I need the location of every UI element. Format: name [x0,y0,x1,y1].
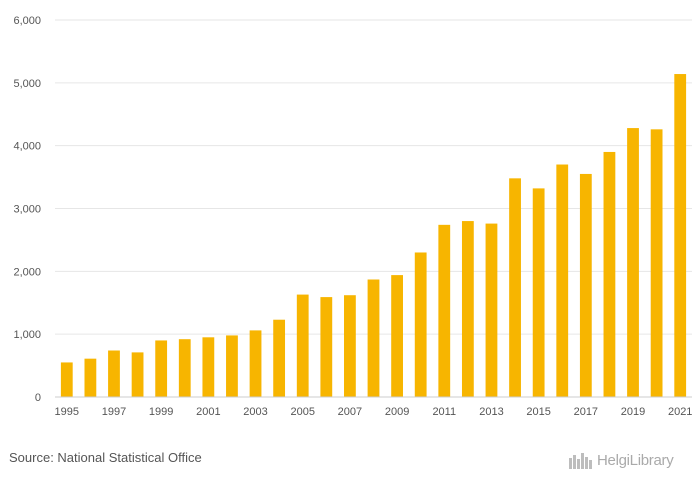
bar-2009 [391,275,403,397]
bar-2016 [556,164,569,397]
x-tick-label: 2001 [196,406,220,418]
x-tick-label: 2019 [621,406,645,418]
x-axis-ticks: 1995 1997 1999 2001 2003 2005 2007 2009 2011 2013… [55,406,693,418]
bar-2007 [344,295,356,397]
x-tick-label: 1999 [149,406,173,418]
y-tick-label: 4,000 [13,141,41,153]
helgi-library-logo: HelgiLibrary [568,449,674,471]
bar-1995 [60,362,73,397]
x-tick-label: 2013 [479,406,503,418]
x-tick-label: 2015 [526,406,550,418]
bar-2012 [461,221,474,397]
x-tick-label: 2017 [574,406,598,418]
x-tick-label: 2003 [243,406,267,418]
y-tick-label: 3,000 [13,204,41,216]
x-tick-label: 2007 [338,406,362,418]
bar-2020 [650,129,663,397]
bar-2018 [603,151,616,397]
bars [60,74,687,397]
bar-1997 [108,350,120,397]
bar-2001 [202,337,215,397]
y-axis-ticks: 0 1,000 2,000 3,000 4,000 5,000 6,000 [13,15,41,404]
bar-2019 [627,128,639,397]
x-tick-label: 1995 [55,406,79,418]
y-tick-label: 0 [35,392,41,404]
y-tick-label: 6,000 [13,15,41,27]
bar-1996 [84,358,97,397]
y-tick-label: 1,000 [13,329,41,341]
source-note: Source: National Statistical Office [9,450,202,465]
bar-1998 [131,352,144,397]
x-tick-label: 2009 [385,406,409,418]
x-tick-label: 1997 [102,406,126,418]
bar-2000 [178,339,191,397]
bar-1999 [155,340,168,397]
bar-2017 [579,173,592,397]
bar-2002 [226,335,238,397]
x-tick-label: 2011 [432,406,456,418]
bar-2005 [296,294,309,397]
bar-2003 [249,330,262,397]
bar-2011 [438,224,451,397]
x-tick-label: 2021 [668,406,692,418]
bar-2015 [532,188,545,397]
bar-2006 [320,297,333,397]
library-logo-icon [569,453,592,469]
y-tick-label: 5,000 [13,78,41,90]
x-tick-label: 2005 [290,406,314,418]
bar-2021 [674,74,687,397]
y-tick-label: 2,000 [13,266,41,278]
bar-2010 [414,252,427,397]
bar-2008 [367,279,380,397]
bar-chart: 0 1,000 2,000 3,000 4,000 5,000 6,000 1995 1997… [13,15,693,418]
bar-2013 [485,223,498,397]
bar-2014 [509,178,521,397]
logo-text: HelgiLibrary [597,451,674,469]
bar-2004 [273,319,286,397]
